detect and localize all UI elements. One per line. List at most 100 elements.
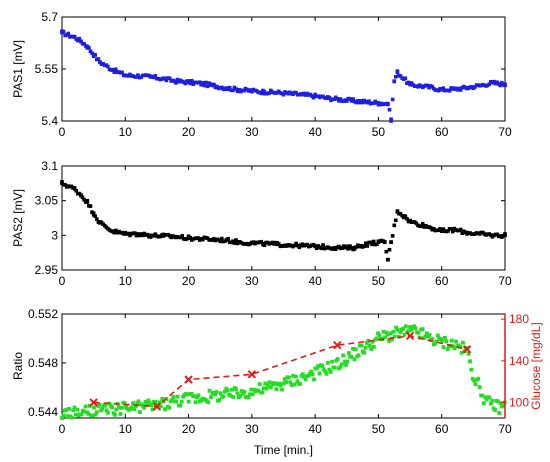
data-point (465, 230, 469, 235)
ratio-point (388, 331, 393, 336)
ratio-point (217, 398, 222, 402)
ratio-point (119, 405, 124, 410)
ratio-point (384, 330, 389, 335)
ratio-point (449, 338, 454, 343)
data-point (432, 226, 436, 231)
data-point (363, 100, 368, 104)
glucose-marker (184, 375, 193, 384)
ratio-point (488, 401, 493, 406)
ratio-point (501, 403, 506, 408)
ratio-point (266, 383, 270, 388)
y-tick-label: 3.05 (35, 194, 59, 208)
data-point (207, 81, 211, 85)
ratio-point (451, 344, 456, 349)
ratio-point (94, 410, 99, 415)
ratio-point (221, 394, 226, 399)
data-point (113, 67, 118, 72)
ratio-point (138, 410, 142, 415)
data-point (321, 243, 325, 247)
ratio-point (231, 395, 236, 399)
ratio-point (436, 333, 440, 338)
data-point (313, 244, 317, 249)
data-point (191, 82, 196, 86)
ratio-point (344, 363, 348, 367)
ratio-point (246, 395, 251, 400)
data-point (326, 245, 330, 249)
data-point (436, 88, 441, 93)
data-point (132, 231, 137, 235)
data-point (338, 246, 343, 250)
ratio-point (330, 359, 335, 364)
data-point (398, 74, 403, 78)
data-point (490, 233, 495, 238)
data-point (363, 242, 368, 247)
data-point (490, 81, 495, 85)
data-point (348, 97, 352, 101)
ratio-point (487, 395, 492, 400)
x-tick-label: 60 (435, 422, 449, 436)
data-point (267, 91, 272, 95)
data-point (362, 244, 366, 248)
data-point (465, 85, 469, 90)
ratio-point (387, 338, 392, 343)
ratio-point (250, 392, 255, 397)
data-point (427, 225, 431, 229)
ratio-point (374, 336, 379, 341)
y-axis-label: Ratio (11, 352, 25, 380)
ratio-point (186, 399, 191, 404)
ratio-point (263, 381, 268, 386)
ratio-point (310, 372, 315, 377)
x-tick-label: 30 (245, 422, 259, 436)
x-tick-label: 50 (372, 125, 386, 139)
data-point (136, 232, 140, 236)
data-point (313, 94, 317, 98)
x-tick-label: 40 (308, 274, 322, 288)
data-point (259, 239, 264, 244)
ratio-point (468, 359, 472, 364)
right-tick-label: 140 (509, 354, 529, 368)
ratio-point (392, 334, 397, 339)
ratio-point (339, 362, 344, 367)
ratio-point (338, 364, 343, 369)
data-point (145, 232, 150, 237)
data-point (231, 88, 235, 93)
data-point (430, 84, 435, 89)
x-tick-label: 20 (182, 125, 196, 139)
ratio-point (416, 330, 421, 335)
x-tick-label: 70 (498, 125, 512, 139)
ratio-point (483, 395, 488, 400)
x-tick-label: 10 (119, 125, 133, 139)
glucose-marker (333, 340, 342, 350)
ratio-point (320, 364, 325, 368)
ratio-point (332, 365, 337, 370)
ratio-point (72, 405, 77, 410)
y-tick-label: 5.55 (35, 62, 59, 76)
data-point (88, 49, 93, 53)
data-point (79, 193, 83, 197)
ratio-point (459, 350, 464, 355)
x-tick-label: 20 (182, 422, 196, 436)
data-point (375, 242, 379, 247)
data-point (288, 243, 292, 247)
x-tick-label: 30 (245, 274, 259, 288)
ratio-panel: 0 10 20 30 40 50 60 70 0.544 0.548 0.552 Ratio 100 14… (11, 307, 543, 457)
data-point (335, 96, 340, 101)
ratio-point (444, 339, 449, 344)
ratio-point (238, 393, 243, 398)
ratio-point (376, 331, 380, 336)
data-point (458, 227, 463, 232)
x-tick-label: 60 (435, 125, 449, 139)
ratio-point (424, 331, 429, 336)
x-tick-label: 0 (59, 274, 66, 288)
ratio-point (132, 407, 137, 412)
ratio-point (442, 335, 447, 340)
ratio-point (150, 407, 155, 412)
ratio-point (349, 355, 354, 359)
data-point (91, 52, 96, 57)
data-point (390, 234, 395, 238)
ratio-point (365, 341, 369, 345)
x-tick-label: 70 (498, 422, 512, 436)
ratio-point (430, 337, 435, 341)
ratio-point (274, 387, 279, 391)
